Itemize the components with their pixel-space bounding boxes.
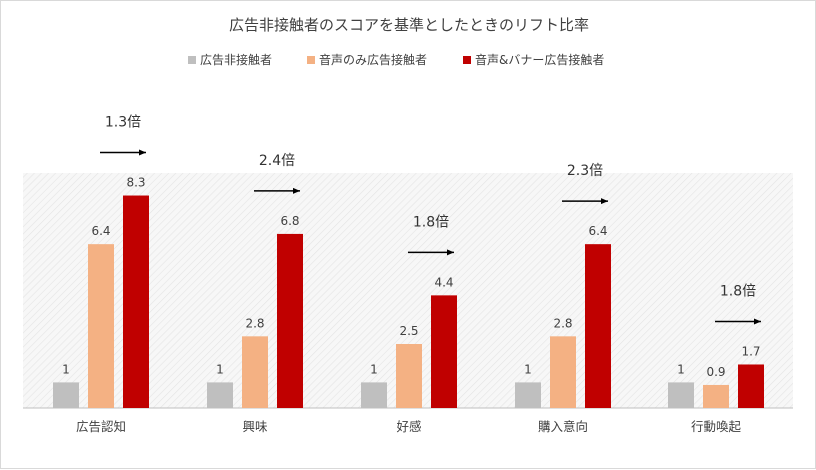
category-label-3: 好感 bbox=[396, 419, 421, 434]
data-label-audio-only-5: 0.9 bbox=[706, 365, 725, 379]
bars-group bbox=[53, 195, 764, 408]
data-labels-group: 1 6.4 8.3 1 2.8 6.8 1 2.5 4.4 1 2.8 6.4 1 0.9 1.7 bbox=[62, 176, 760, 379]
lift-label-4: 2.3倍 bbox=[567, 163, 603, 179]
lift-annotations-group: 1.3倍 2.4倍 1.8倍 2.3倍 1.8倍 bbox=[100, 115, 761, 325]
legend-swatch-audio-banner bbox=[463, 56, 471, 64]
bar-audio-banner-3 bbox=[431, 295, 457, 408]
bar-non-exposed-1 bbox=[53, 382, 79, 408]
bar-audio-banner-4 bbox=[585, 244, 611, 408]
data-label-audio-only-1: 6.4 bbox=[91, 224, 110, 238]
bar-audio-banner-1 bbox=[123, 195, 149, 408]
bar-non-exposed-2 bbox=[207, 382, 233, 408]
lift-label-2: 2.4倍 bbox=[259, 153, 295, 169]
category-label-5: 行動喚起 bbox=[691, 419, 742, 434]
data-label-non-exposed-5: 1 bbox=[677, 362, 685, 376]
legend-label-audio-banner: 音声&バナー広告接触者 bbox=[475, 52, 604, 67]
data-label-non-exposed-3: 1 bbox=[370, 362, 378, 376]
lift-label-1: 1.3倍 bbox=[105, 115, 141, 131]
bar-audio-banner-2 bbox=[277, 233, 303, 408]
category-label-4: 購入意向 bbox=[538, 419, 588, 434]
data-label-non-exposed-4: 1 bbox=[524, 362, 532, 376]
bar-audio-banner-5 bbox=[738, 364, 764, 408]
bar-audio-only-5 bbox=[703, 384, 729, 408]
legend-label-audio-only: 音声のみ広告接触者 bbox=[319, 52, 427, 67]
legend-swatch-non-exposed bbox=[188, 56, 196, 64]
data-label-audio-banner-5: 1.7 bbox=[741, 344, 760, 358]
lift-label-3: 1.8倍 bbox=[413, 214, 449, 230]
legend-item-audio-banner: 音声&バナー広告接触者 bbox=[463, 52, 604, 67]
bar-audio-only-1 bbox=[88, 244, 114, 408]
data-label-audio-banner-1: 8.3 bbox=[126, 176, 145, 190]
legend-swatch-audio-only bbox=[307, 56, 315, 64]
category-label-1: 広告認知 bbox=[76, 419, 126, 434]
legend-item-non-exposed: 広告非接触者 bbox=[188, 52, 272, 67]
data-label-non-exposed-1: 1 bbox=[62, 362, 70, 376]
bar-audio-only-3 bbox=[396, 344, 422, 408]
bar-audio-only-2 bbox=[242, 336, 268, 408]
bar-audio-only-4 bbox=[550, 336, 576, 408]
bar-non-exposed-5 bbox=[668, 382, 694, 408]
data-label-non-exposed-2: 1 bbox=[216, 362, 224, 376]
data-label-audio-only-4: 2.8 bbox=[553, 316, 572, 330]
data-label-audio-only-2: 2.8 bbox=[245, 316, 264, 330]
bar-non-exposed-4 bbox=[515, 382, 541, 408]
category-label-2: 興味 bbox=[242, 419, 268, 434]
data-label-audio-banner-2: 6.8 bbox=[280, 214, 299, 228]
legend-label-non-exposed: 広告非接触者 bbox=[200, 52, 272, 67]
data-label-audio-banner-4: 6.4 bbox=[588, 224, 607, 238]
data-label-audio-only-3: 2.5 bbox=[399, 324, 418, 338]
legend-item-audio-only: 音声のみ広告接触者 bbox=[307, 52, 427, 67]
data-label-audio-banner-3: 4.4 bbox=[434, 275, 453, 289]
lift-label-5: 1.8倍 bbox=[720, 283, 756, 299]
bar-non-exposed-3 bbox=[361, 382, 387, 408]
chart-title: 広告非接触者のスコアを基準としたときのリフト比率 bbox=[229, 16, 589, 34]
category-labels-group: 広告認知 興味 好感 購入意向 行動喚起 bbox=[76, 419, 742, 434]
legend: 広告非接触者 音声のみ広告接触者 音声&バナー広告接触者 bbox=[188, 52, 604, 67]
